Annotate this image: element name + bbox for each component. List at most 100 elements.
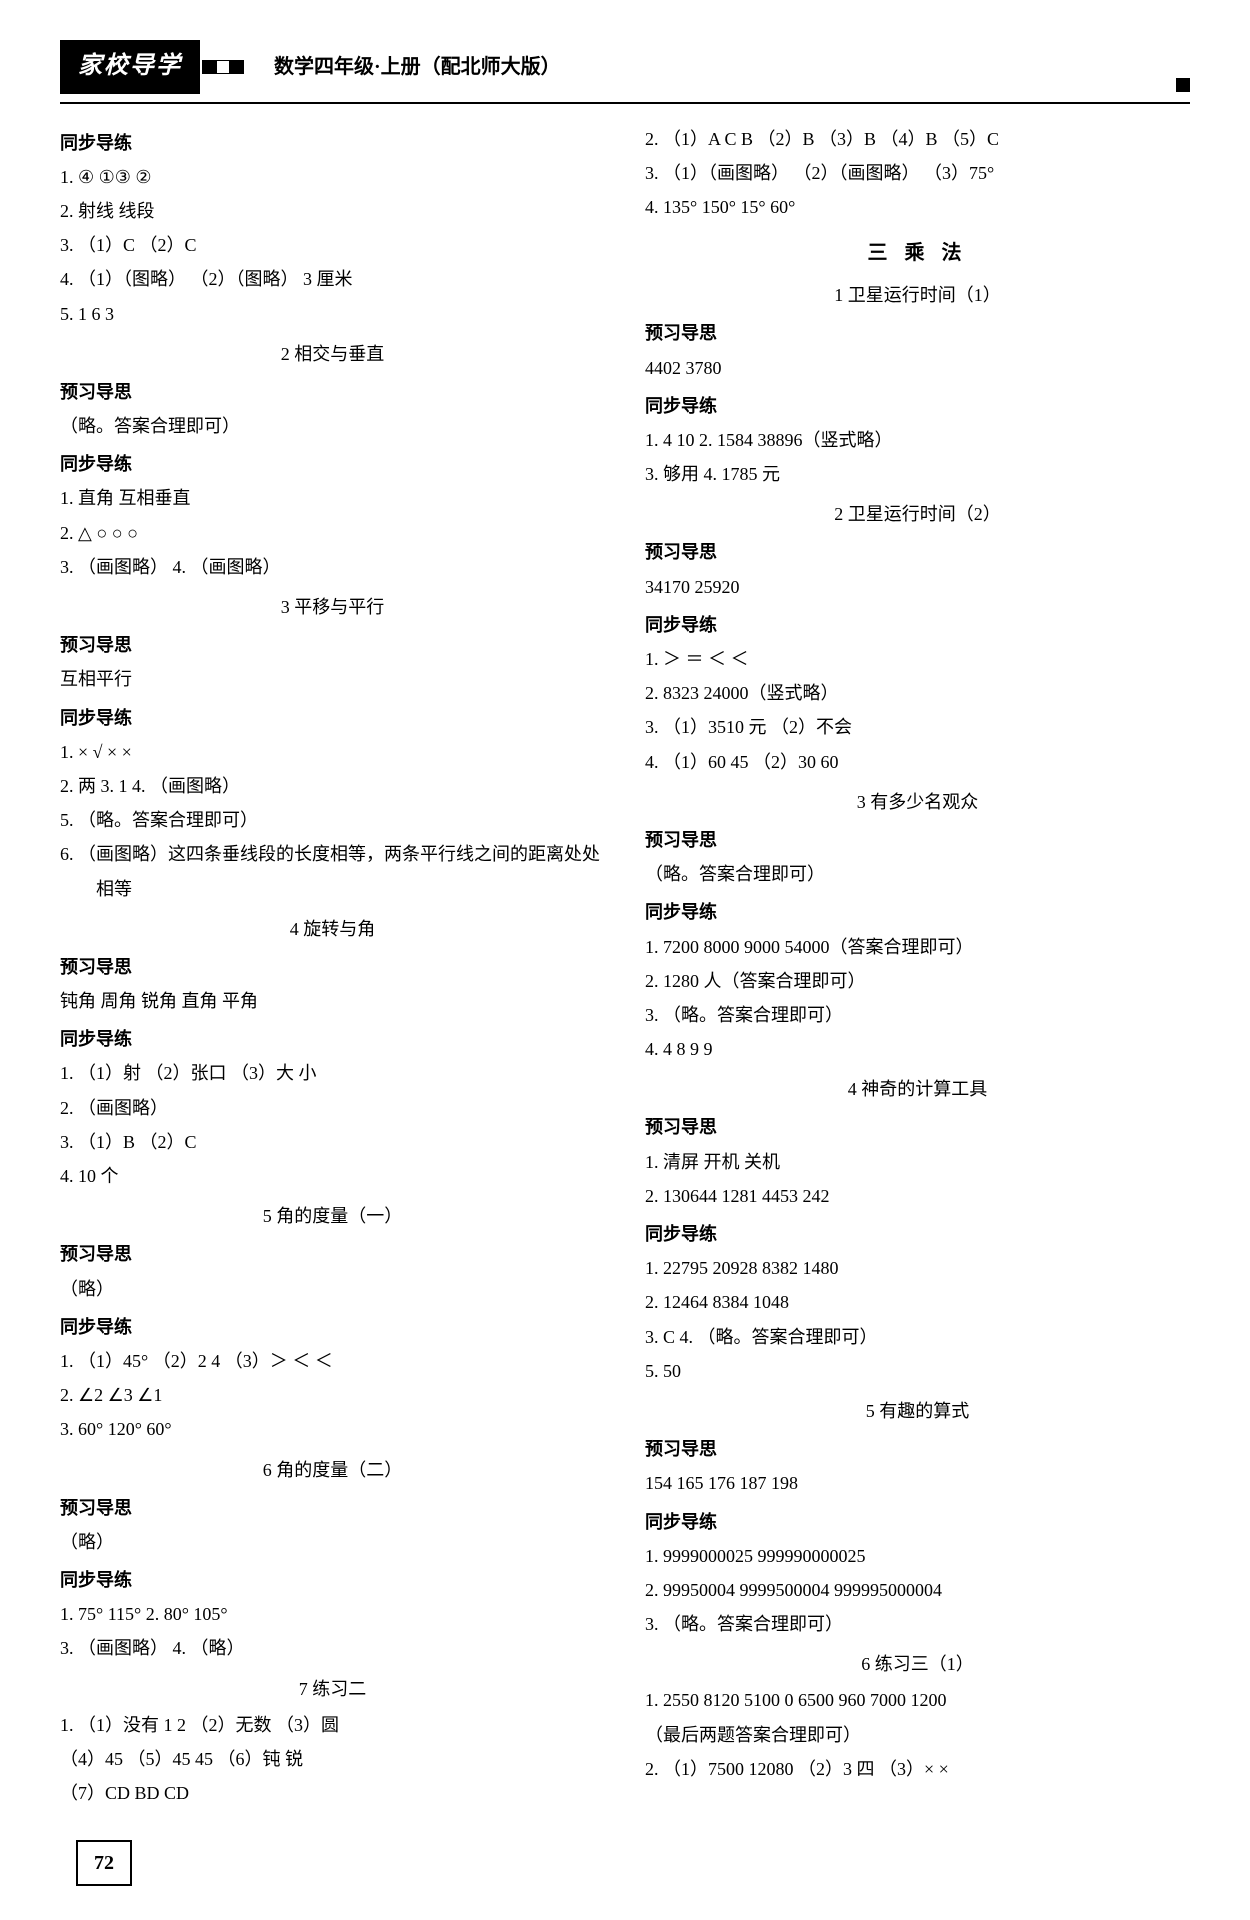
answer-line: （略。答案合理即可） bbox=[645, 857, 1190, 891]
answer-line: 5. （略。答案合理即可） bbox=[60, 803, 605, 837]
answer-line: 2. 12464 8384 1048 bbox=[645, 1285, 1190, 1319]
answer-line: 2. 8323 24000（竖式略） bbox=[645, 676, 1190, 710]
section-title: 5 角的度量（一） bbox=[60, 1199, 605, 1233]
answer-line: 3. （1）（画图略） （2）（画图略） （3）75° bbox=[645, 156, 1190, 190]
answer-line: 2. 射线 线段 bbox=[60, 194, 605, 228]
heading: 预习导思 bbox=[60, 950, 605, 984]
answer-line: 2. △ ○ ○ ○ bbox=[60, 516, 605, 550]
answer-line: 3. （1）C （2）C bbox=[60, 228, 605, 262]
answer-line: 3. （1）3510 元 （2）不会 bbox=[645, 710, 1190, 744]
answer-line: 4. （1）（图略） （2）（图略） 3 厘米 bbox=[60, 262, 605, 296]
header-square-icon bbox=[1176, 78, 1190, 92]
page-number: 72 bbox=[76, 1840, 132, 1886]
answer-line: 4. 135° 150° 15° 60° bbox=[645, 190, 1190, 224]
answer-line: 1. 22795 20928 8382 1480 bbox=[645, 1251, 1190, 1285]
answer-line: 4402 3780 bbox=[645, 351, 1190, 385]
page-header: 家校导学 数学四年级·上册（配北师大版） bbox=[60, 40, 1190, 104]
answer-line: 4. 4 8 9 9 bbox=[645, 1032, 1190, 1066]
heading: 同步导练 bbox=[645, 389, 1190, 423]
answer-line: 2. 99950004 9999500004 999995000004 bbox=[645, 1573, 1190, 1607]
answer-line: 3. （画图略） 4. （画图略） bbox=[60, 550, 605, 584]
answer-line: 4. （1）60 45 （2）30 60 bbox=[645, 745, 1190, 779]
section-title: 4 旋转与角 bbox=[60, 912, 605, 946]
book-title: 数学四年级·上册（配北师大版） bbox=[274, 48, 561, 86]
answer-line: 1. 清屏 开机 关机 bbox=[645, 1145, 1190, 1179]
answer-line: 1. （1）45° （2）2 4 （3）＞ ＜ ＜ bbox=[60, 1344, 605, 1378]
answer-line: 5. 1 6 3 bbox=[60, 297, 605, 331]
answer-line: 2. ∠2 ∠3 ∠1 bbox=[60, 1378, 605, 1412]
section-title: 6 练习三（1） bbox=[645, 1647, 1190, 1681]
content-columns: 同步导练 1. ④ ①③ ② 2. 射线 线段 3. （1）C （2）C 4. … bbox=[60, 122, 1190, 1811]
section-title: 2 相交与垂直 bbox=[60, 337, 605, 371]
answer-line: 1. 7200 8000 9000 54000（答案合理即可） bbox=[645, 930, 1190, 964]
answer-line: 2. 1280 人（答案合理即可） bbox=[645, 964, 1190, 998]
section-title: 5 有趣的算式 bbox=[645, 1394, 1190, 1428]
answer-line: 2. （画图略） bbox=[60, 1091, 605, 1125]
heading: 预习导思 bbox=[645, 1432, 1190, 1466]
heading: 预习导思 bbox=[60, 1491, 605, 1525]
answer-line: （略） bbox=[60, 1272, 605, 1306]
heading: 预习导思 bbox=[60, 375, 605, 409]
answer-line: 3. 够用 4. 1785 元 bbox=[645, 457, 1190, 491]
heading: 预习导思 bbox=[60, 628, 605, 662]
answer-line: 5. 50 bbox=[645, 1354, 1190, 1388]
heading: 预习导思 bbox=[645, 316, 1190, 350]
heading: 预习导思 bbox=[645, 1110, 1190, 1144]
heading: 同步导练 bbox=[60, 701, 605, 735]
heading: 同步导练 bbox=[645, 1217, 1190, 1251]
answer-line: 钝角 周角 锐角 直角 平角 bbox=[60, 984, 605, 1018]
heading: 同步导练 bbox=[60, 126, 605, 160]
answer-line: 1. 直角 互相垂直 bbox=[60, 481, 605, 515]
left-column: 同步导练 1. ④ ①③ ② 2. 射线 线段 3. （1）C （2）C 4. … bbox=[60, 122, 605, 1811]
answer-line: 互相平行 bbox=[60, 662, 605, 696]
answer-line: 1. ＞ ＝ ＜ ＜ bbox=[645, 642, 1190, 676]
heading: 预习导思 bbox=[645, 823, 1190, 857]
answer-line: 1. 2550 8120 5100 0 6500 960 7000 1200 bbox=[645, 1683, 1190, 1717]
checker-pattern bbox=[202, 60, 244, 74]
answer-line: 1. （1）没有 1 2 （2）无数 （3）圆 bbox=[60, 1708, 605, 1742]
section-title: 3 平移与平行 bbox=[60, 590, 605, 624]
answer-line: 1. ④ ①③ ② bbox=[60, 160, 605, 194]
heading: 预习导思 bbox=[60, 1237, 605, 1271]
section-title: 4 神奇的计算工具 bbox=[645, 1072, 1190, 1106]
right-column: 2. （1）A C B （2）B （3）B （4）B （5）C 3. （1）（画… bbox=[645, 122, 1190, 1811]
heading: 预习导思 bbox=[645, 535, 1190, 569]
answer-line: 2. （1）A C B （2）B （3）B （4）B （5）C bbox=[645, 122, 1190, 156]
logo: 家校导学 bbox=[60, 40, 200, 94]
chapter-title: 三 乘 法 bbox=[645, 234, 1190, 272]
answer-line: 4. 10 个 bbox=[60, 1159, 605, 1193]
answer-line: 2. 两 3. 1 4. （画图略） bbox=[60, 769, 605, 803]
answer-line: 1. （1）射 （2）张口 （3）大 小 bbox=[60, 1056, 605, 1090]
section-title: 7 练习二 bbox=[60, 1672, 605, 1706]
answer-line: 1. 9999000025 999990000025 bbox=[645, 1539, 1190, 1573]
answer-line: 1. × √ × × bbox=[60, 735, 605, 769]
section-title: 2 卫星运行时间（2） bbox=[645, 497, 1190, 531]
answer-line: （最后两题答案合理即可） bbox=[645, 1718, 1190, 1752]
answer-line: 6. （画图略）这四条垂线段的长度相等，两条平行线之间的距离处处相等 bbox=[60, 837, 605, 905]
heading: 同步导练 bbox=[60, 447, 605, 481]
answer-line: 3. 60° 120° 60° bbox=[60, 1412, 605, 1446]
answer-line: 1. 4 10 2. 1584 38896（竖式略） bbox=[645, 423, 1190, 457]
answer-line: 3. （画图略） 4. （略） bbox=[60, 1631, 605, 1665]
answer-line: 3. （略。答案合理即可） bbox=[645, 998, 1190, 1032]
section-title: 3 有多少名观众 bbox=[645, 785, 1190, 819]
answer-line: 3. （略。答案合理即可） bbox=[645, 1607, 1190, 1641]
section-title: 6 角的度量（二） bbox=[60, 1453, 605, 1487]
answer-line: 3. C 4. （略。答案合理即可） bbox=[645, 1320, 1190, 1354]
answer-line: （略。答案合理即可） bbox=[60, 409, 605, 443]
page-footer: 72 bbox=[60, 1840, 1190, 1886]
answer-line: 2. （1）7500 12080 （2）3 四 （3）× × bbox=[645, 1752, 1190, 1786]
section-title: 1 卫星运行时间（1） bbox=[645, 278, 1190, 312]
heading: 同步导练 bbox=[645, 1505, 1190, 1539]
answer-line: 154 165 176 187 198 bbox=[645, 1466, 1190, 1500]
answer-line: （4）45 （5）45 45 （6）钝 锐 bbox=[60, 1742, 605, 1776]
heading: 同步导练 bbox=[645, 608, 1190, 642]
answer-line: 3. （1）B （2）C bbox=[60, 1125, 605, 1159]
heading: 同步导练 bbox=[60, 1563, 605, 1597]
answer-line: 34170 25920 bbox=[645, 570, 1190, 604]
heading: 同步导练 bbox=[60, 1022, 605, 1056]
answer-line: （7）CD BD CD bbox=[60, 1776, 605, 1810]
answer-line: 2. 130644 1281 4453 242 bbox=[645, 1179, 1190, 1213]
heading: 同步导练 bbox=[60, 1310, 605, 1344]
answer-line: 1. 75° 115° 2. 80° 105° bbox=[60, 1597, 605, 1631]
